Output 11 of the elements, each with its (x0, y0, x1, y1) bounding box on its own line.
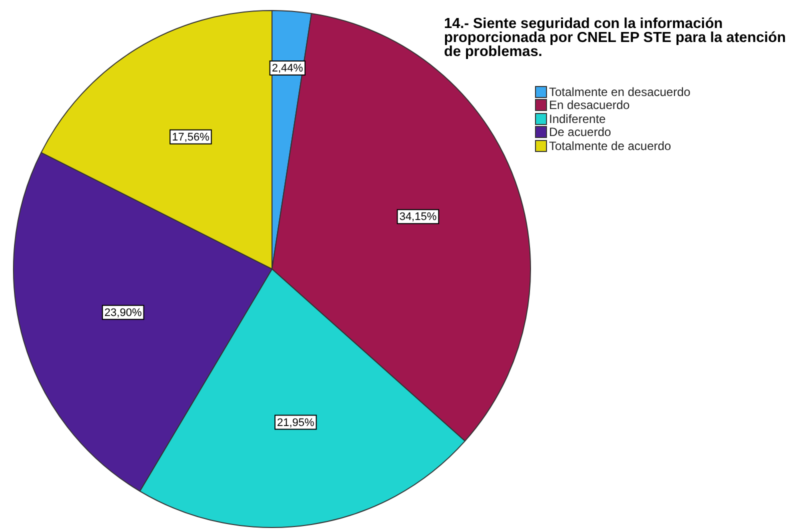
legend-label: Totalmente en desacuerdo (549, 84, 690, 98)
legend-label: Indiferente (549, 112, 606, 126)
data-label: 23,90% (104, 306, 142, 319)
legend-label: De acuerdo (549, 125, 612, 139)
data-label: 21,95% (276, 416, 315, 429)
data-label: 17,56% (172, 131, 210, 144)
data-label: 2,44% (272, 62, 304, 74)
data-label: 34,15% (399, 211, 437, 224)
legend-label: Totalmente de acuerdo (549, 138, 672, 152)
text: 14.- Siente seguridad con la información proporcionada por CNEL EP STE para la atención de problemas. (444, 16, 787, 60)
legend-label: En desacuerdo (549, 98, 630, 112)
